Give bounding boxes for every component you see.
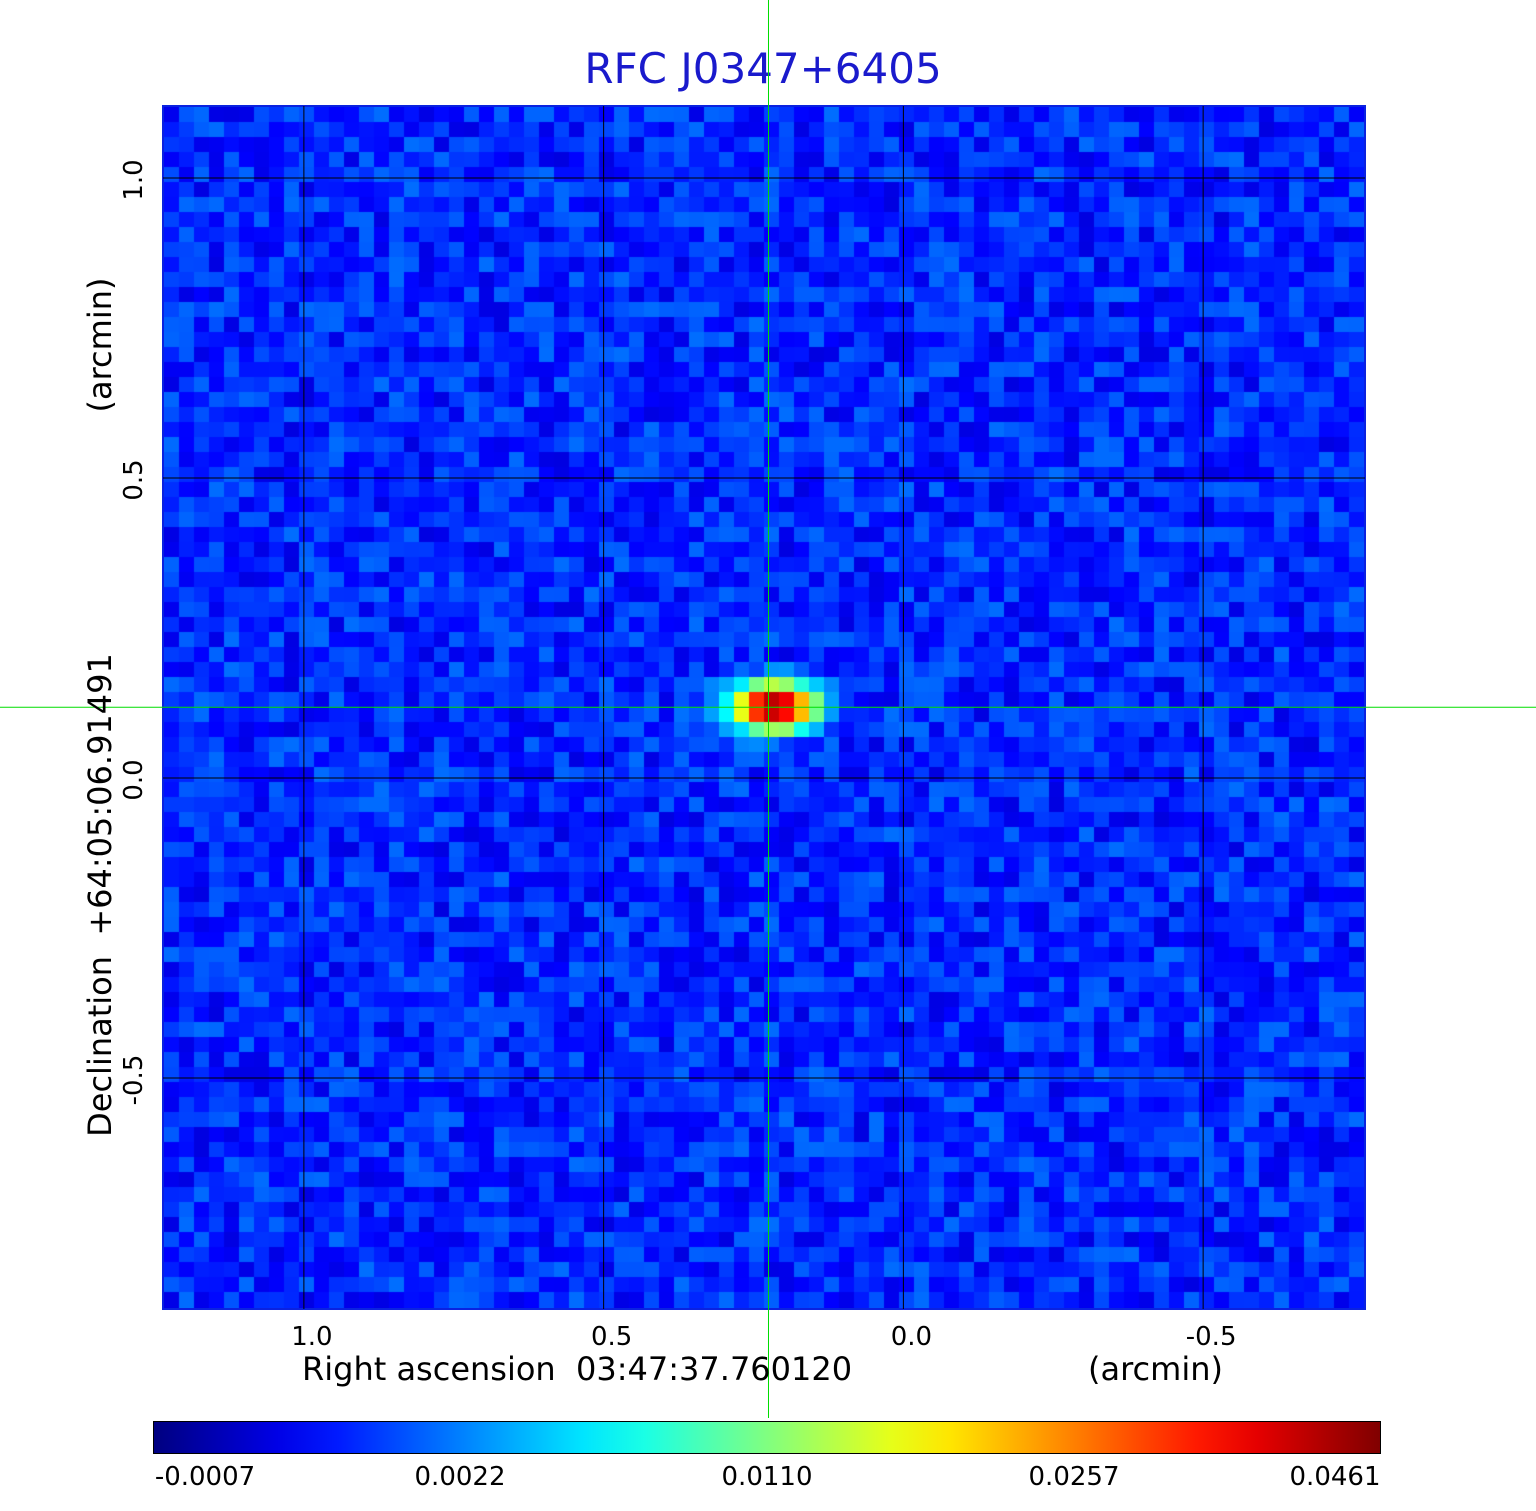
x-tick-label: 0.5	[590, 1322, 633, 1352]
y-axis-unit: (arcmin)	[81, 277, 119, 413]
y-tick-label: 0.0	[119, 759, 149, 801]
colorbar-tick-label: 0.0110	[721, 1462, 813, 1492]
x-tick-label: 0.0	[890, 1322, 933, 1352]
x-axis-label: Right ascension 03:47:37.760120	[302, 1350, 853, 1388]
y-tick-label: -0.5	[119, 1054, 149, 1106]
y-tick-label: 1.0	[119, 159, 149, 201]
x-tick-label: -0.5	[1185, 1322, 1237, 1352]
x-tick-label: 1.0	[291, 1322, 333, 1352]
chart-title: RFC J0347+6405	[584, 44, 942, 93]
colorbar	[153, 1421, 1381, 1454]
y-axis-label: Declination +64:05:06.91491	[81, 653, 119, 1137]
y-tick-label: 0.5	[119, 459, 149, 501]
x-axis-unit: (arcmin)	[1088, 1350, 1223, 1388]
colorbar-tick-label: -0.0007	[154, 1462, 256, 1492]
colorbar-tick-label: 0.0257	[1028, 1462, 1120, 1492]
colorbar-tick-label: 0.0461	[1289, 1462, 1381, 1492]
colorbar-tick-label: 0.0022	[414, 1462, 506, 1492]
